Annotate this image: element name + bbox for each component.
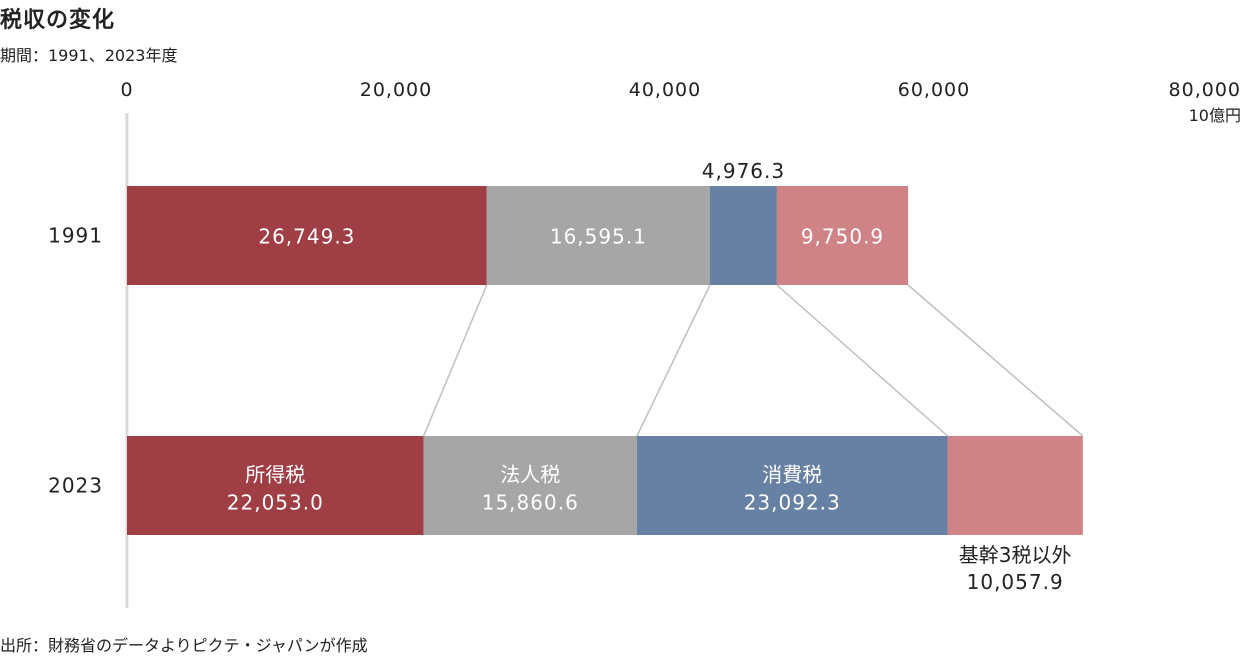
x-tick-label: 0 bbox=[120, 79, 133, 101]
unit-label: 10億円 bbox=[1189, 106, 1241, 125]
connector-line bbox=[422, 284, 488, 437]
x-tick-label: 60,000 bbox=[898, 79, 970, 101]
connector-line bbox=[776, 284, 949, 437]
bar-segment bbox=[636, 436, 948, 535]
chart-title: 税収の変化 bbox=[0, 8, 116, 33]
data-label: 10,057.9 bbox=[967, 570, 1064, 594]
data-label: 22,053.0 bbox=[227, 491, 324, 515]
bar-segment bbox=[423, 436, 637, 535]
series-name-label: 所得税 bbox=[245, 463, 305, 487]
series-name-label: 消費税 bbox=[762, 463, 822, 487]
data-label: 16,595.1 bbox=[550, 225, 647, 249]
data-label: 9,750.9 bbox=[801, 225, 884, 249]
data-label: 4,976.3 bbox=[702, 159, 785, 183]
x-tick-label: 20,000 bbox=[360, 79, 432, 101]
connector-layer bbox=[422, 284, 1084, 437]
bar-segment bbox=[709, 186, 777, 285]
data-label: 26,749.3 bbox=[258, 225, 355, 249]
label-layer: 26,749.3 所得税 22,053.0 16,595.1 法人税 15,860.6 4,… bbox=[227, 159, 1072, 594]
bar-layer bbox=[127, 186, 1083, 535]
chart-subtitle: 期間：1991、2023年度 bbox=[0, 46, 178, 65]
category-label: 2023 bbox=[48, 474, 103, 498]
connector-line bbox=[907, 284, 1084, 437]
series-name-label: 法人税 bbox=[500, 463, 560, 487]
bar-segment bbox=[127, 436, 424, 535]
bar-segment bbox=[486, 186, 710, 285]
data-label: 23,092.3 bbox=[744, 491, 841, 515]
series-name-label: 基幹3税以外 bbox=[959, 543, 1072, 567]
x-tick-label: 80,000 bbox=[1169, 79, 1241, 101]
connector-line bbox=[636, 284, 711, 437]
bar-segment bbox=[776, 186, 909, 285]
data-label: 15,860.6 bbox=[482, 491, 579, 515]
category-label: 1991 bbox=[48, 224, 103, 248]
bar-segment bbox=[127, 186, 487, 285]
bar-segment bbox=[947, 436, 1083, 535]
x-tick-label: 40,000 bbox=[629, 79, 701, 101]
source-note: 出所：財務省のデータよりピクテ・ジャパンが作成 bbox=[0, 636, 368, 655]
